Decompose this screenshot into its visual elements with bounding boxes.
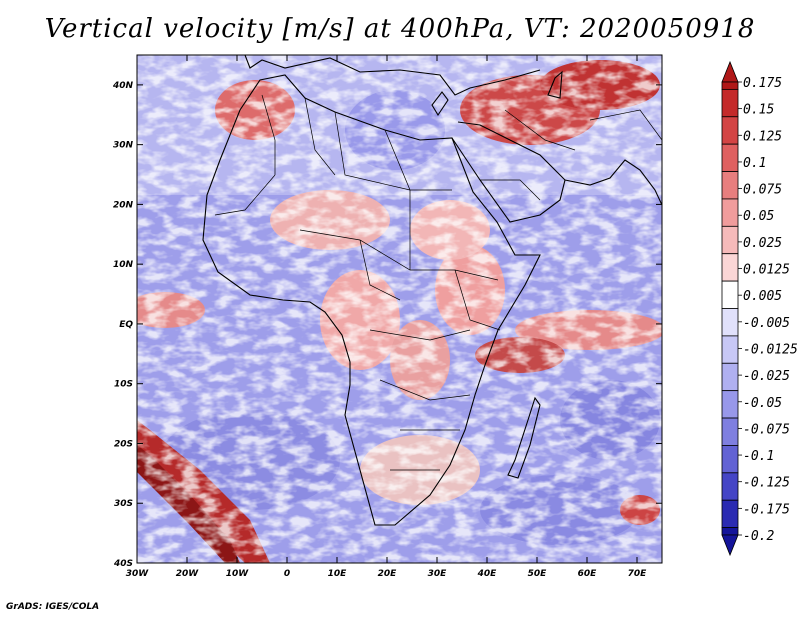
colorbar-label: 0.005	[743, 289, 782, 304]
arabia-coast	[451, 121, 566, 223]
colorbar-swatch	[721, 499, 739, 529]
colorbar-label: 0.175	[743, 76, 782, 91]
colorbar-label: -0.005	[743, 316, 790, 331]
colorbar-label: 0.1	[743, 156, 766, 171]
colorbar-label: -0.0125	[743, 342, 798, 357]
colorbar-label: -0.05	[743, 396, 782, 411]
colorbar-label: 0.05	[743, 209, 774, 224]
colorbar-swatch	[721, 171, 739, 200]
colorbar-label: -0.125	[743, 476, 790, 491]
lat-label: 30N	[113, 141, 134, 151]
colorbar-swatch	[721, 143, 739, 172]
colorbar-swatch	[721, 81, 739, 90]
longitude-axis: 30W 20W 10W 0 10E 20E 30E 40E 50E 60E 70E	[126, 55, 647, 579]
colorbar-label: 0.0125	[743, 263, 790, 278]
map-frame	[136, 54, 663, 564]
europe-coast	[244, 55, 541, 96]
colorbar-swatch	[721, 88, 739, 118]
lon-label: 40E	[477, 569, 498, 579]
lon-label: 60E	[578, 569, 598, 579]
colorbar-label: -0.175	[743, 502, 790, 517]
colorbar-label: 0.15	[743, 103, 774, 118]
colorbar-label: 0.025	[743, 236, 782, 251]
latitude-axis: 40N 30N 20N 10N EQ 10S 20S 30S 40S	[112, 81, 662, 569]
lon-label: 10E	[328, 569, 348, 579]
colorbar-swatch	[721, 335, 739, 364]
software-credit: GrADS: IGES/COLA	[6, 602, 100, 612]
colorbar-label: -0.2	[743, 529, 774, 544]
colorbar-label: 0.075	[743, 183, 782, 198]
coastlines	[202, 55, 662, 526]
colorbar-swatch	[721, 225, 739, 255]
colorbar-swatch	[721, 253, 739, 282]
lat-label: 10N	[113, 260, 134, 270]
lat-label: 40S	[113, 559, 133, 569]
colorbar-swatch	[721, 308, 739, 337]
colorbar-swatch	[721, 390, 739, 419]
colorbar-label: -0.025	[743, 369, 790, 384]
madagascar	[507, 396, 541, 479]
colorbar: 0.175 0.15 0.125 0.1 0.075 0.05 0.025 0.0125 0.0…	[721, 60, 798, 557]
colorbar-label: -0.1	[743, 449, 774, 464]
colorbar-swatch	[721, 527, 739, 536]
colorbar-swatch	[721, 280, 739, 309]
colorbar-swatch	[721, 116, 739, 145]
colorbar-bottom-arrow	[721, 534, 739, 557]
colorbar-swatch	[721, 362, 739, 392]
lat-label: 10S	[114, 380, 133, 390]
lon-label: 0	[284, 569, 290, 579]
country-borders	[214, 94, 662, 471]
asia-coast	[564, 159, 662, 206]
lat-label: EQ	[119, 320, 133, 330]
lon-label: 20E	[378, 569, 398, 579]
colorbar-label: 0.125	[743, 129, 782, 144]
caspian	[547, 70, 563, 99]
colorbar-swatch	[721, 445, 739, 474]
map-field	[137, 55, 662, 563]
lat-label: 40N	[112, 81, 134, 91]
lat-label: 30S	[114, 499, 133, 509]
chart-title: Vertical velocity [m/s] at 400hPa, VT: 2…	[44, 14, 756, 44]
lon-label: 30E	[428, 569, 448, 579]
lon-label: 20W	[176, 569, 200, 579]
colorbar-swatch	[721, 472, 739, 501]
colorbar-swatch	[721, 198, 739, 227]
lat-label: 20N	[113, 200, 134, 210]
lon-label: 30W	[126, 569, 150, 579]
africa-coast	[202, 74, 541, 526]
colorbar-top-arrow	[721, 60, 739, 83]
lat-label: 20S	[114, 439, 133, 449]
inland-sea	[431, 91, 449, 117]
lon-label: 50E	[528, 569, 548, 579]
colorbar-label: -0.075	[743, 422, 790, 437]
lon-label: 10W	[226, 569, 250, 579]
colorbar-swatch	[721, 417, 739, 446]
lon-label: 70E	[628, 569, 648, 579]
